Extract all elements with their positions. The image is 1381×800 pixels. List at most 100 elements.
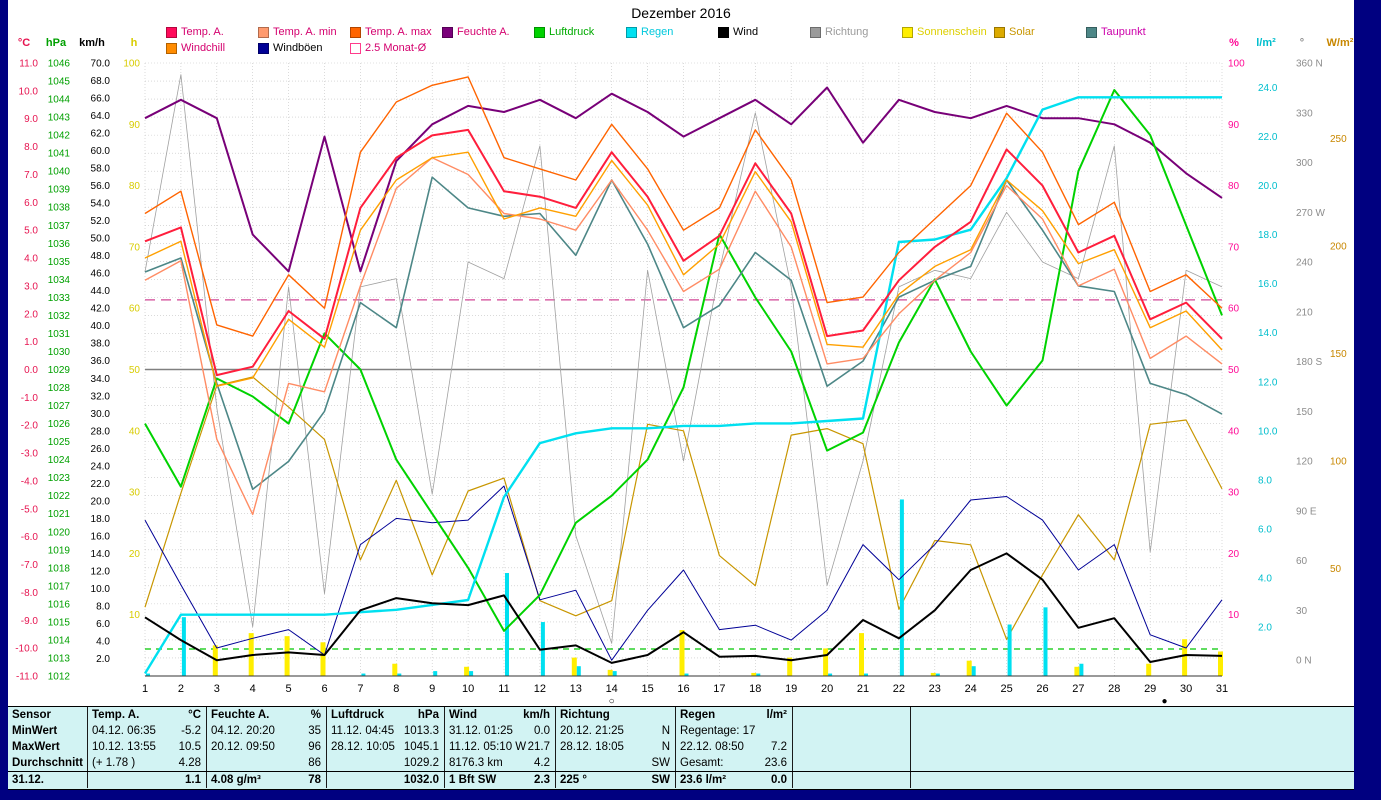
x-tick-label: 11 — [498, 683, 509, 695]
x-tick-label: 29 — [1144, 683, 1156, 695]
legend-swatch-wind — [718, 26, 729, 38]
svg-text:330: 330 — [1296, 108, 1313, 119]
svg-text:70: 70 — [1228, 242, 1240, 253]
svg-text:12.0: 12.0 — [1258, 377, 1278, 388]
legend-label: Luftdruck — [549, 26, 595, 38]
x-tick-label: 20 — [821, 683, 833, 695]
svg-text:6.0: 6.0 — [96, 619, 110, 630]
axis-temp_c: °C 11.0 10.0 9.0 8.0 7.0 6.0 5.0 4.0 3.0 2.0 1.0 0.0… — [15, 37, 38, 683]
svg-text:1014: 1014 — [48, 635, 71, 646]
legend-item-wind: Wind — [718, 26, 810, 38]
stats-cell-text: 8176.3 km — [449, 757, 503, 769]
svg-text:1018: 1018 — [48, 563, 71, 574]
series-temp-a — [144, 128, 1223, 377]
stats-cell-value: N — [661, 741, 670, 753]
stats-row-minwert: MinWert 04.12. 06:35 -5.2 04.12. 20:20 35 11.… — [8, 723, 1354, 739]
legend-item-regen: Regen — [626, 26, 718, 38]
stats-cell-value: 7.2 — [771, 741, 787, 753]
svg-text:60: 60 — [129, 304, 141, 315]
stats-row-durchschnitt: Durchschnitt (+ 1.78 ) 4.28 86 1029.2 8176.3 … — [8, 755, 1354, 771]
svg-text:-5.0: -5.0 — [21, 504, 39, 515]
svg-text:8.0: 8.0 — [24, 142, 38, 153]
legend: Temp. A. Temp. A. min Temp. A. max Feuchte … — [166, 24, 1178, 56]
svg-text:100: 100 — [123, 59, 140, 70]
stats-cell: 31.12. 01:25 0.0 — [445, 723, 556, 739]
svg-text:60: 60 — [1296, 556, 1308, 567]
axis-sun_h: h 100 90 80 70 60 50 40 30 20 10 — [123, 37, 140, 621]
legend-label: Richtung — [825, 26, 869, 38]
svg-text:60: 60 — [1228, 304, 1240, 315]
x-tick-label: 28 — [1108, 683, 1120, 695]
grid — [144, 62, 1223, 677]
stats-cell-text: Temp. A. — [92, 709, 140, 721]
svg-text:-9.0: -9.0 — [21, 616, 39, 627]
legend-swatch-feuchte-a — [442, 26, 453, 38]
svg-text:1019: 1019 — [48, 545, 71, 556]
stats-cell: 10.12. 13:55 10.5 — [88, 739, 207, 755]
x-axis-labels: 1 2 3 4 5 6 7 8 9 10 11 12 13 14 15 16 17 18 19 20 21 22 23 24 2… — [142, 683, 1228, 706]
stats-cell-text: 10.12. 13:55 — [92, 741, 156, 753]
svg-text:-11.0: -11.0 — [16, 672, 38, 683]
svg-text:40: 40 — [1228, 426, 1240, 437]
x-tick-label: 12 — [534, 683, 546, 695]
stats-cell: Luftdruck hPa — [327, 707, 445, 723]
stats-cell-text: 28.12. 18:05 — [560, 741, 624, 753]
svg-text:1040: 1040 — [48, 167, 71, 178]
x-tick-label: 9 — [429, 683, 435, 695]
svg-text:50: 50 — [129, 365, 141, 376]
svg-text:34.0: 34.0 — [91, 374, 111, 385]
stats-cell-empty — [793, 739, 911, 755]
svg-text:100: 100 — [1330, 456, 1347, 467]
x-tick-label: 30 — [1180, 683, 1192, 695]
svg-text:90: 90 — [1228, 120, 1240, 131]
svg-text:-6.0: -6.0 — [21, 532, 39, 543]
svg-text:1043: 1043 — [48, 113, 71, 124]
series-luftdruck — [144, 89, 1223, 632]
x-tick-label: 25 — [1000, 683, 1012, 695]
legend-label: Feuchte A. — [457, 26, 510, 38]
svg-text:38.0: 38.0 — [91, 339, 111, 350]
stats-cell-value: % — [310, 709, 321, 721]
legend-label: Regen — [641, 26, 674, 38]
svg-text:1023: 1023 — [48, 473, 71, 484]
chart-title: Dezember 2016 — [631, 5, 731, 21]
legend-item-solar: Solar — [994, 26, 1086, 38]
full-moon-icon: ○ — [609, 696, 615, 706]
svg-text:36.0: 36.0 — [91, 356, 111, 367]
svg-text:8.0: 8.0 — [96, 601, 110, 612]
axis-title-sun_h: h — [131, 37, 138, 49]
svg-text:80: 80 — [1228, 181, 1240, 192]
svg-text:1045: 1045 — [48, 77, 71, 88]
x-tick-label: 19 — [785, 683, 797, 695]
svg-text:10.0: 10.0 — [1258, 426, 1278, 437]
svg-text:9.0: 9.0 — [24, 114, 38, 125]
series-feuchte-a — [144, 86, 1223, 273]
svg-text:12.0: 12.0 — [91, 566, 111, 577]
stats-cell: 04.12. 06:35 -5.2 — [88, 723, 207, 739]
stats-cell-text: (+ 1.78 ) — [92, 757, 136, 769]
svg-text:1037: 1037 — [48, 221, 71, 232]
stats-row-maxwert: MaxWert 10.12. 13:55 10.5 20.12. 09:50 96 28.… — [8, 739, 1354, 755]
svg-text:26.0: 26.0 — [91, 444, 111, 455]
svg-text:1016: 1016 — [48, 599, 71, 610]
svg-text:-3.0: -3.0 — [21, 449, 39, 460]
svg-text:1034: 1034 — [48, 275, 71, 286]
svg-text:30: 30 — [1296, 606, 1308, 617]
series-sonnenschein — [212, 630, 1223, 676]
axis-title-pressure_hpa: hPa — [46, 37, 67, 49]
svg-text:40.0: 40.0 — [91, 321, 111, 332]
axis-wind_kmh: km/h 70.0 68.0 66.0 64.0 62.0 60.0 58.0 56.0 54.0… — [79, 37, 110, 665]
stats-cell-value: hPa — [417, 709, 439, 721]
svg-text:1.0: 1.0 — [24, 337, 38, 348]
svg-text:68.0: 68.0 — [91, 76, 111, 87]
svg-text:30: 30 — [129, 488, 141, 499]
svg-text:10.0: 10.0 — [19, 86, 39, 97]
series-taupunkt — [144, 176, 1223, 491]
svg-text:300: 300 — [1296, 158, 1313, 169]
svg-text:22.0: 22.0 — [1258, 132, 1278, 143]
svg-text:1041: 1041 — [48, 149, 71, 160]
svg-text:64.0: 64.0 — [91, 111, 111, 122]
stats-cell-empty — [911, 772, 1354, 788]
stats-cell-text: 11.12. 04:45 — [331, 725, 395, 737]
